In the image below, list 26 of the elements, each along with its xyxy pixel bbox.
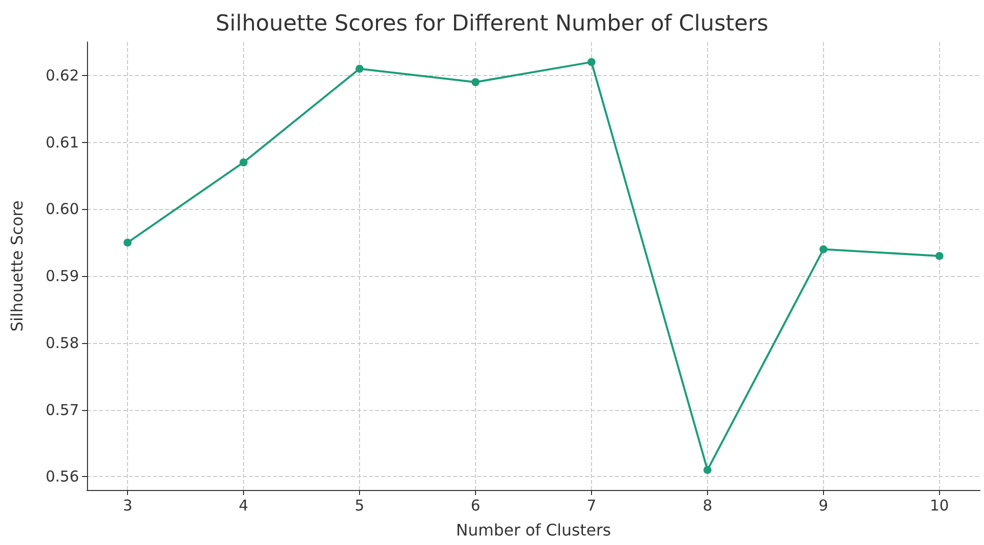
x-tick-label: 9 [818,496,828,514]
point [356,64,364,73]
point [240,158,248,166]
point [703,466,712,474]
point [587,58,596,66]
x-tick-label: 4 [238,496,248,514]
point [124,238,132,247]
y-tick-label: 0.61 [46,133,79,152]
y-axis-title: Silhouette Score [8,200,26,332]
x-tick-label: 3 [122,496,132,514]
chart-title: Silhouette Scores for Different Number of Clusters [216,12,768,36]
x-tick-label: 8 [702,496,712,514]
y-tick-label: 0.58 [46,334,79,352]
x-tick-label: 5 [354,496,364,514]
point [935,252,944,260]
x-tick-label: 7 [586,496,596,514]
x-tick-label: 6 [470,496,480,514]
y-tick-label: 0.62 [46,66,79,84]
point [819,245,828,254]
point [472,78,480,86]
y-tick-label: 0.59 [46,267,79,286]
x-tick-label: 10 [930,496,949,514]
x-axis-title: Number of Clusters [456,520,611,540]
y-tick-label: 0.60 [46,200,79,218]
y-tick-label: 0.57 [46,400,79,419]
y-tick-label: 0.56 [46,468,79,486]
